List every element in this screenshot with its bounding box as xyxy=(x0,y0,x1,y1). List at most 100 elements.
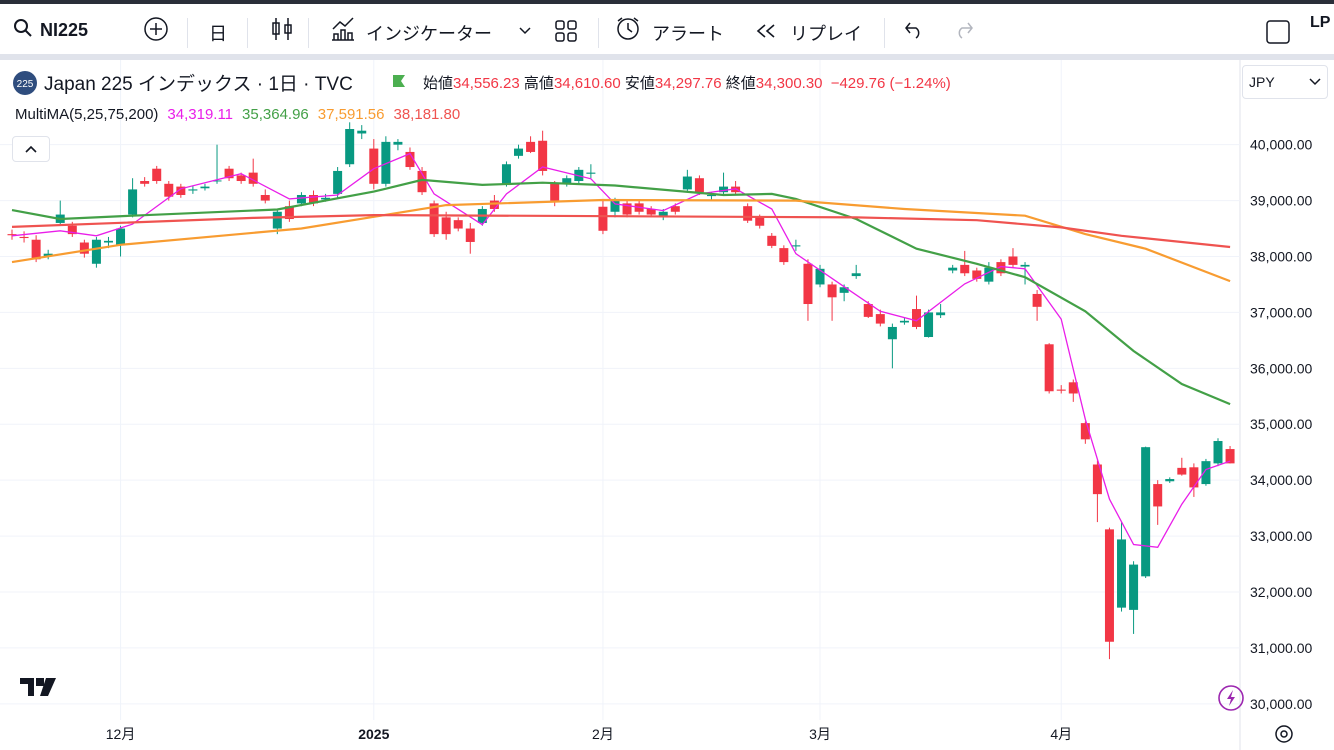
collapse-button[interactable] xyxy=(12,136,50,162)
candle-body xyxy=(1117,539,1127,608)
candle-body xyxy=(875,314,885,324)
candle-body xyxy=(996,262,1006,274)
candle-body xyxy=(321,197,331,200)
moving-average xyxy=(11,178,1231,406)
x-tick-label: 4月 xyxy=(1050,726,1072,742)
separator xyxy=(247,18,248,48)
candle-body xyxy=(1032,293,1042,307)
candle-body xyxy=(1213,441,1223,464)
high-label: 高値 xyxy=(523,75,554,92)
badge: 225 xyxy=(13,71,37,95)
redo[interactable] xyxy=(953,20,975,40)
candle-body xyxy=(851,273,861,277)
y-tick-label: 34,000.00 xyxy=(1250,472,1312,488)
candle-body xyxy=(333,170,343,194)
chart: 30,000.00 31,000.00 32,000.00 33,000.00 34,0… xyxy=(0,60,1312,750)
candle-body xyxy=(309,194,318,204)
candle-body xyxy=(586,172,596,174)
y-tick-label: 35,000.00 xyxy=(1250,416,1312,432)
candle-body xyxy=(91,239,101,264)
y-tick-label: 32,000.00 xyxy=(1250,584,1312,600)
candle-body xyxy=(972,270,982,279)
candle-body xyxy=(670,206,680,212)
candle-body xyxy=(743,206,753,221)
candle-body xyxy=(103,240,113,243)
candle-body xyxy=(827,284,837,298)
candle-body xyxy=(1068,382,1078,394)
candle-body xyxy=(948,267,958,271)
alerts[interactable]: アラート xyxy=(652,24,724,44)
y-tick-label: 40,000.00 xyxy=(1250,137,1312,153)
settings-icon[interactable] xyxy=(1273,723,1295,745)
moving-average xyxy=(11,213,1231,249)
interval[interactable]: 日 xyxy=(209,24,227,44)
candle-body xyxy=(236,175,246,182)
indicators[interactable]: インジケーター xyxy=(366,24,492,44)
separator xyxy=(598,18,599,48)
candle-body xyxy=(501,164,511,184)
top-strip xyxy=(0,0,1334,4)
indicator-value: 38,181.80 xyxy=(393,106,461,123)
candle-body xyxy=(284,206,294,220)
chart-type[interactable] xyxy=(270,16,294,42)
undo[interactable] xyxy=(903,20,925,40)
candle-body xyxy=(936,312,946,316)
candle-body xyxy=(393,141,403,145)
alert-icon[interactable] xyxy=(615,16,643,44)
replay[interactable]: リプレイ xyxy=(790,24,862,44)
search-icon[interactable] xyxy=(12,17,34,39)
ohlc: 始値34,556.23 高値34,610.60 安値34,297.76 終値34… xyxy=(423,72,951,93)
lightning-icon[interactable] xyxy=(1217,684,1245,712)
open: 34,556.23 xyxy=(453,75,520,92)
candle-body xyxy=(1153,484,1163,507)
candle-body xyxy=(453,220,463,229)
indicator-value: 35,364.96 xyxy=(242,106,309,123)
add-symbol[interactable] xyxy=(143,16,169,42)
y-tick-label: 33,000.00 xyxy=(1250,528,1312,544)
candle-body xyxy=(803,263,813,305)
candle-body xyxy=(224,168,234,179)
plot-background xyxy=(0,60,1240,750)
candle-body xyxy=(1044,344,1054,392)
candle-body xyxy=(1020,264,1030,267)
currency-select[interactable]: JPY xyxy=(1242,65,1328,99)
toolbar: NI225 日 インジケーター アラート リプレイ LP xyxy=(0,4,1334,54)
candle-body xyxy=(863,304,873,317)
y-tick-label: 31,000.00 xyxy=(1250,640,1312,656)
candle-body xyxy=(19,236,29,239)
change: −429.76 (−1.24%) xyxy=(830,75,951,92)
replay-icon[interactable] xyxy=(755,22,777,40)
layout-icon[interactable] xyxy=(555,20,577,42)
indicator-legend: MultiMA(5,25,75,200) 34,319.11 35,364.96 37… xyxy=(15,106,460,123)
candle-body xyxy=(1141,447,1151,577)
fullscreen[interactable] xyxy=(1265,19,1291,45)
candle-body xyxy=(7,234,17,236)
candle-body xyxy=(1201,461,1211,485)
candle-body xyxy=(815,268,825,285)
candle-body xyxy=(67,225,77,235)
x-tick-label: 3月 xyxy=(809,726,831,742)
candle-body xyxy=(514,148,524,156)
candle-body xyxy=(116,228,126,246)
open-label: 始値 xyxy=(423,75,454,92)
candle-body xyxy=(791,245,801,247)
candle-body xyxy=(369,148,379,184)
candle-body xyxy=(272,211,282,229)
candle-body xyxy=(682,176,692,190)
candle-body xyxy=(128,189,138,215)
symbol-title: Japan 225 インデックス · 1日 · TVC xyxy=(44,74,353,95)
indicator-icon[interactable] xyxy=(330,16,356,42)
x-tick-label: 2月 xyxy=(592,726,614,742)
chevron[interactable] xyxy=(518,26,532,36)
candle-body xyxy=(1008,256,1018,265)
candle-body xyxy=(839,287,849,293)
account[interactable]: LP xyxy=(1310,14,1331,31)
x-tick-label: 12月 xyxy=(106,726,136,742)
candle-body xyxy=(429,203,439,235)
candle-body xyxy=(1104,529,1114,642)
symbol[interactable]: NI225 xyxy=(40,20,89,40)
close: 34,300.30 xyxy=(755,75,823,92)
candle-body xyxy=(152,168,162,182)
candle-body xyxy=(658,211,668,218)
